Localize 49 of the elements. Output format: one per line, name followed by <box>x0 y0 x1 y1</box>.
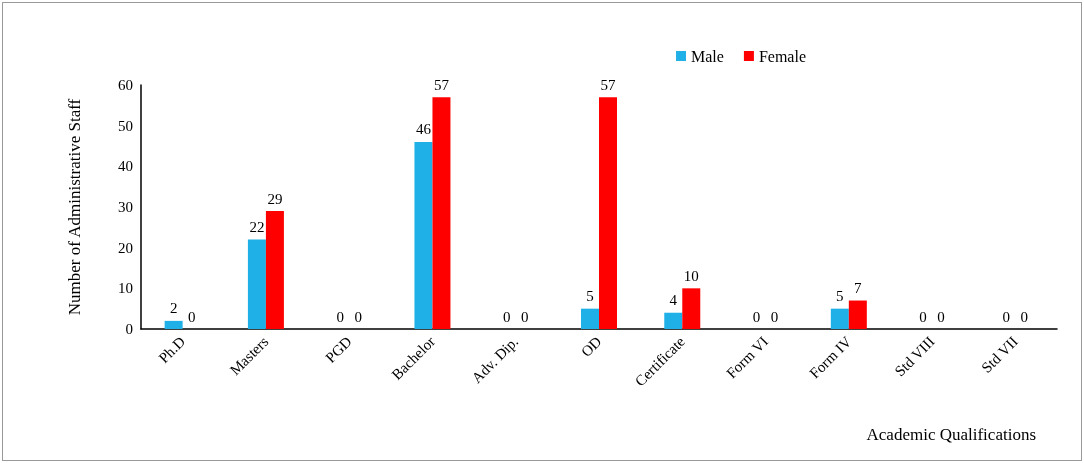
x-tick-label: Adv. Dip. <box>468 333 522 387</box>
data-label: 0 <box>919 308 927 325</box>
data-label: 2 <box>169 300 178 317</box>
data-label: 0 <box>1020 308 1029 325</box>
data-label: 7 <box>854 280 863 297</box>
data-label: 5 <box>836 288 844 305</box>
data-label: 0 <box>1002 308 1011 325</box>
y-tick-label: 60 <box>118 77 133 93</box>
legend-label: Male <box>691 47 724 65</box>
y-tick-label: 30 <box>118 199 133 215</box>
data-label: 57 <box>433 76 450 93</box>
bar <box>164 320 183 329</box>
data-label: 0 <box>354 308 362 325</box>
data-label: 0 <box>187 308 196 325</box>
x-tick-label: Std VIII <box>891 333 938 380</box>
data-label: 0 <box>752 308 761 325</box>
data-label: 57 <box>600 76 616 93</box>
x-tick-label: Std VII <box>978 333 1022 376</box>
bar <box>848 300 867 329</box>
legend-label: Female <box>758 47 806 65</box>
bar <box>682 288 701 329</box>
y-axis-title: Number of Administrative Staff <box>65 98 84 316</box>
data-label: 0 <box>770 308 779 325</box>
data-label: 4 <box>669 292 678 309</box>
data-label: 10 <box>683 267 699 284</box>
x-axis-title: Academic Qualifications <box>866 425 1037 444</box>
bar <box>664 312 683 329</box>
x-tick-label: PGD <box>322 333 355 366</box>
data-label: 5 <box>586 288 594 305</box>
y-tick-label: 40 <box>118 158 133 175</box>
bar <box>599 97 617 329</box>
data-label: 46 <box>415 121 432 138</box>
bar <box>581 308 599 329</box>
data-label: 0 <box>336 308 344 325</box>
data-label: 0 <box>520 308 529 325</box>
bar <box>247 239 266 329</box>
bar <box>830 308 849 329</box>
y-tick-label: 0 <box>125 321 133 337</box>
data-label: 29 <box>267 190 283 207</box>
bar <box>432 97 451 329</box>
data-label: 22 <box>249 219 265 236</box>
x-tick-label: OD <box>578 333 605 360</box>
y-tick-label: 20 <box>118 239 133 256</box>
data-label: 0 <box>502 308 511 325</box>
bar <box>414 141 433 329</box>
data-label: 0 <box>937 308 945 325</box>
y-tick-label: 50 <box>118 117 133 134</box>
y-tick-label: 10 <box>118 280 133 297</box>
bar <box>265 211 284 329</box>
